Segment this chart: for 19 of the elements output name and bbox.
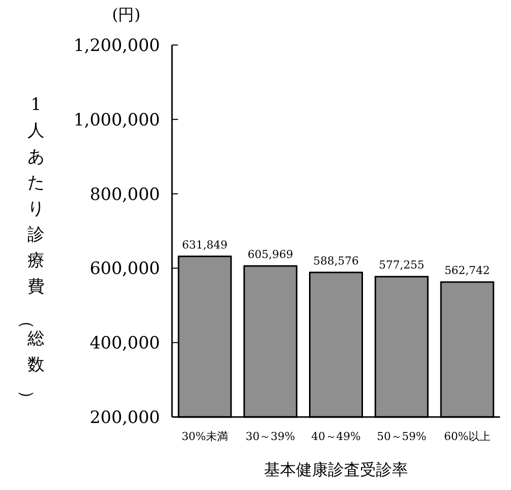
- x-tick-label: 30%未満: [182, 430, 228, 443]
- data-label: 577,255: [378, 258, 424, 272]
- x-tick-label: 60%以上: [444, 430, 490, 443]
- y-tick-label: 200,000: [90, 408, 160, 428]
- text: 1人あたり診療費（総数）: [16, 95, 44, 407]
- x-axis-title: 基本健康診査受診率: [264, 460, 408, 479]
- y-tick-label: 800,000: [90, 184, 160, 205]
- data-label: 631,849: [182, 238, 228, 252]
- x-tick-label: 40～49%: [311, 430, 361, 443]
- data-label: 588,576: [313, 254, 359, 268]
- data-label: 605,969: [248, 248, 294, 261]
- text: (円): [112, 5, 140, 24]
- data-label: 562,742: [444, 264, 490, 278]
- x-tick-label: 30～39%: [246, 430, 296, 443]
- x-tick-label: 50～59%: [376, 430, 426, 443]
- y-tick-label: 400,000: [90, 334, 160, 354]
- y-tick-label: 1,200,000: [73, 36, 160, 56]
- y-tick-label: 1,000,000: [73, 110, 160, 130]
- y-tick-label: 600,000: [90, 259, 160, 280]
